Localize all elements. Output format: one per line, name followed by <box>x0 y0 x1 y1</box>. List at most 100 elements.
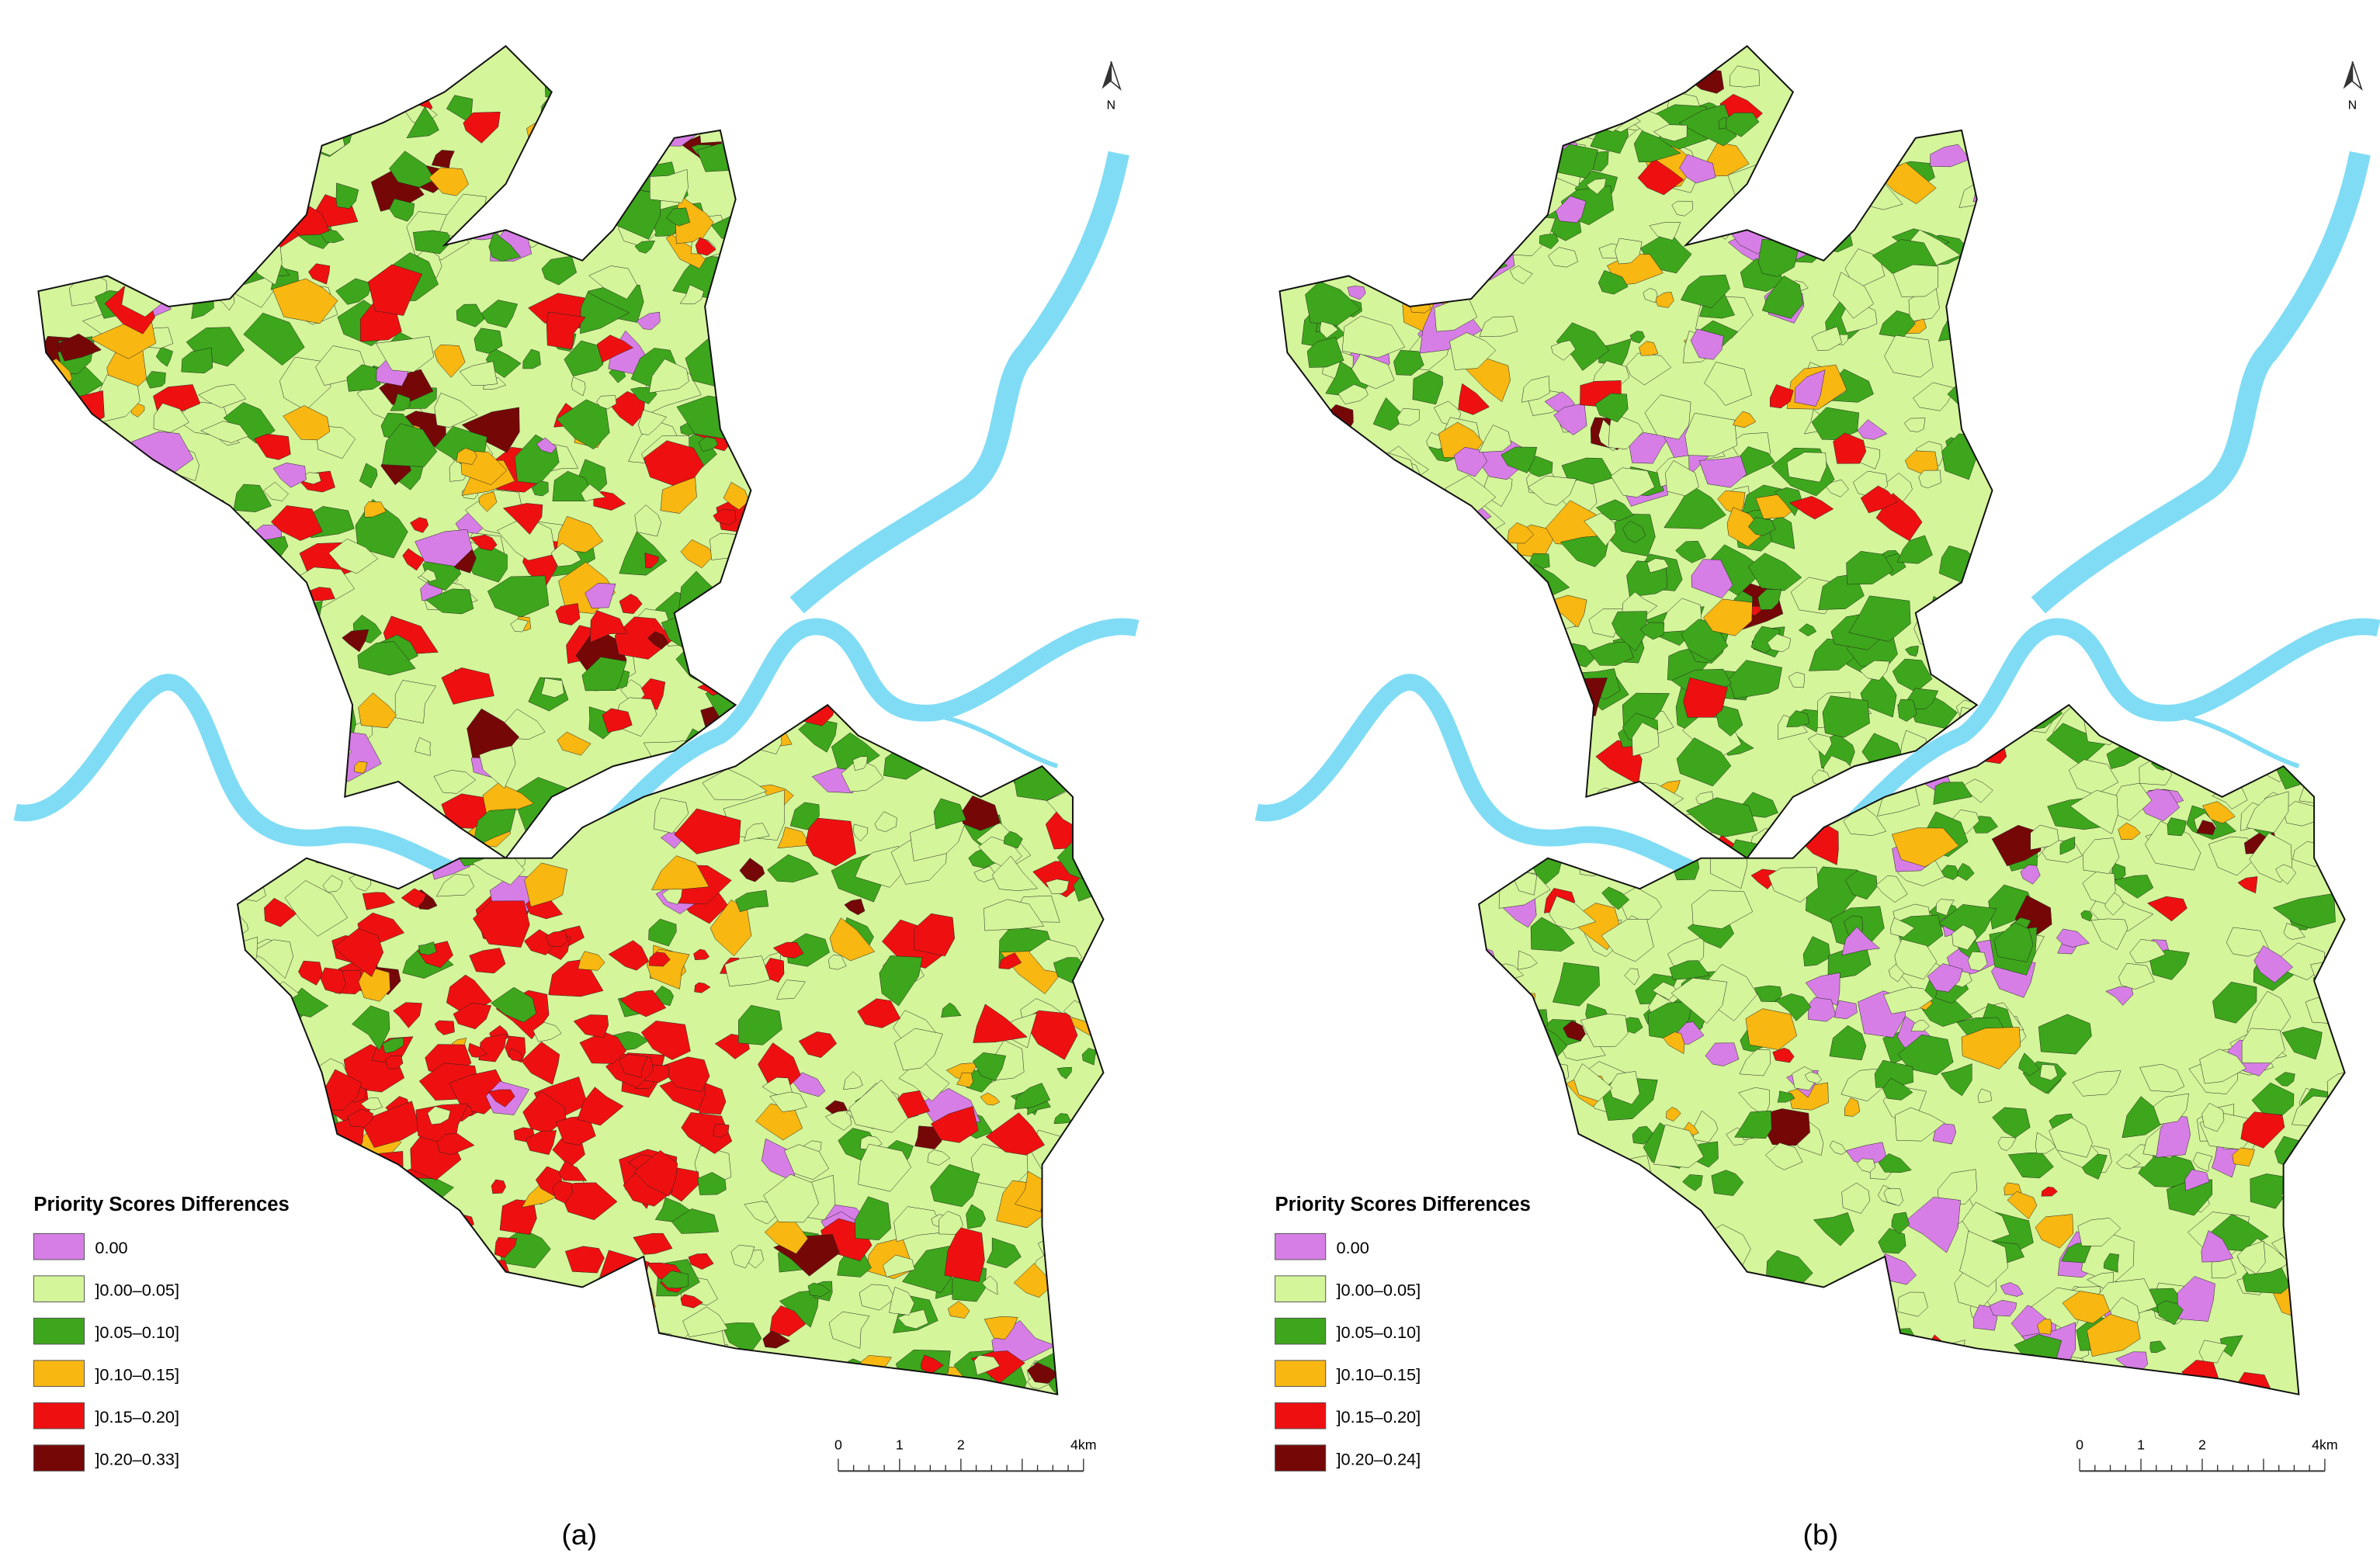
parcel <box>78 104 131 151</box>
parcel <box>261 1244 304 1284</box>
parcel <box>106 167 138 192</box>
parcel <box>2035 1214 2074 1249</box>
parcel <box>132 499 188 531</box>
parcel <box>835 1374 889 1395</box>
parcel <box>1442 217 1507 264</box>
parcel <box>97 570 146 605</box>
parcel <box>713 508 737 525</box>
parcel <box>1556 322 1610 371</box>
parcel <box>283 405 331 441</box>
parcel <box>1778 116 1804 139</box>
parcel <box>985 1112 1046 1156</box>
parcel <box>357 1160 384 1179</box>
parcel <box>1479 1371 1516 1394</box>
parcel <box>2201 1103 2225 1132</box>
parcel <box>1958 63 1986 88</box>
parcel <box>272 463 307 488</box>
parcel <box>671 1208 720 1234</box>
parcel <box>2302 713 2339 743</box>
parcel <box>1528 608 1561 631</box>
parcel <box>986 753 1019 777</box>
parcel <box>2301 1323 2323 1340</box>
parcel <box>1341 808 1389 837</box>
parcel <box>579 1031 626 1064</box>
parcel <box>2281 1027 2323 1060</box>
parcel <box>294 730 337 767</box>
parcel <box>1563 1021 1586 1042</box>
parcel <box>1426 150 1486 189</box>
parcel <box>49 549 75 572</box>
parcel <box>69 487 100 511</box>
parcel <box>257 1263 311 1302</box>
parcel <box>1320 683 1356 716</box>
legend-swatch <box>1275 1317 1327 1345</box>
parcel <box>699 109 730 144</box>
parcel <box>844 899 866 916</box>
parcel <box>1317 46 1370 70</box>
parcel <box>57 333 102 362</box>
legend-title: Priority Scores Differences <box>1275 1194 1531 1215</box>
parcel <box>1380 129 1411 150</box>
land-region <box>1279 46 1993 858</box>
parcel <box>488 231 522 262</box>
parcel <box>2192 1152 2213 1172</box>
parcel <box>1899 49 1945 91</box>
parcel <box>1692 1110 1719 1143</box>
parcel <box>71 522 117 560</box>
parcel <box>364 501 387 518</box>
parcel <box>1586 1350 1625 1378</box>
scale-bar-label: 2 <box>957 1437 965 1453</box>
parcel <box>382 1261 418 1290</box>
parcel <box>1829 1140 1847 1155</box>
parcel <box>1391 127 1445 170</box>
parcel <box>1775 487 1802 517</box>
parcel <box>163 147 202 168</box>
parcel <box>82 616 134 653</box>
parcel <box>1380 480 1428 519</box>
parcel <box>2298 1191 2321 1215</box>
parcel <box>203 511 220 525</box>
parcel <box>1775 993 1812 1021</box>
parcel <box>930 1164 980 1208</box>
parcel <box>1550 340 1577 361</box>
parcel <box>38 510 60 531</box>
parcel <box>189 131 222 168</box>
parcel <box>524 862 567 907</box>
parcel <box>1307 632 1353 670</box>
parcel <box>596 395 617 410</box>
parcel <box>2038 1014 2092 1055</box>
parcel <box>1345 596 1385 615</box>
parcel <box>361 1336 412 1381</box>
parcel <box>1671 977 1728 1024</box>
parcel <box>2000 1282 2024 1297</box>
parcel <box>367 264 423 316</box>
legend-label: ]0.10–0.15] <box>1337 1365 1421 1385</box>
parcel <box>1484 753 1513 774</box>
parcel <box>167 758 192 771</box>
parcel <box>456 447 477 465</box>
parcel <box>893 1206 945 1243</box>
parcel <box>910 720 934 732</box>
parcel <box>428 1329 448 1343</box>
legend-swatch <box>33 1317 85 1345</box>
parcel <box>1535 1212 1571 1240</box>
parcel <box>807 1282 831 1297</box>
parcel <box>1302 627 1323 646</box>
parcel <box>213 664 274 711</box>
parcel <box>1077 1333 1104 1361</box>
parcel <box>1698 456 1747 488</box>
parcel <box>2212 981 2257 1024</box>
parcel <box>1965 575 1992 603</box>
parcel <box>1875 875 1908 903</box>
parcel <box>1419 601 1438 617</box>
parcel <box>580 292 630 335</box>
parcel <box>1485 213 1513 231</box>
parcel <box>540 678 564 699</box>
parcel <box>1478 425 1512 452</box>
north-arrow <box>1102 61 1112 89</box>
parcel <box>443 843 462 855</box>
parcel <box>531 480 549 497</box>
parcel <box>798 1031 838 1059</box>
parcel <box>1396 407 1420 426</box>
parcel <box>1479 733 1500 758</box>
